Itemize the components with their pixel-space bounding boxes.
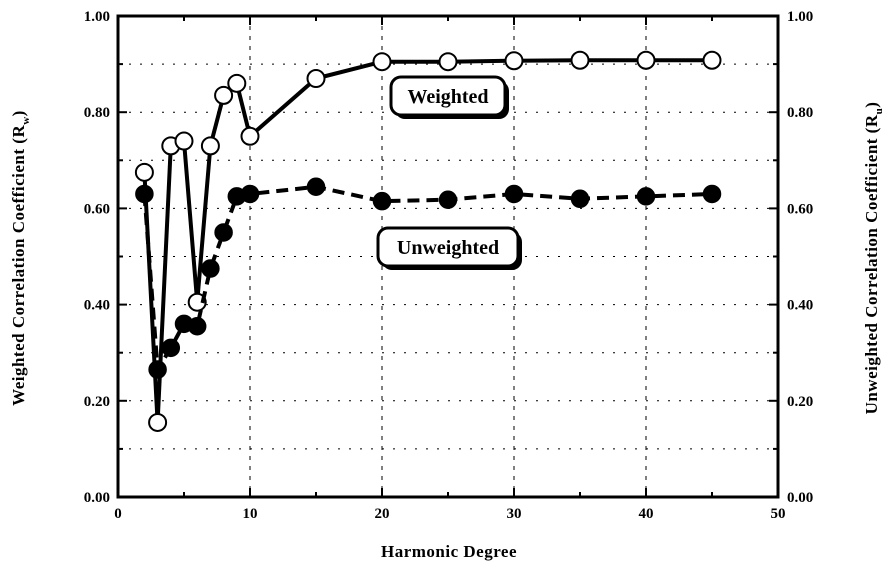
weighted-label: Weighted [407,86,488,108]
y-tick-label-left: 0.80 [84,105,110,121]
y-axis-right-title-main: Unweighted Correlation Coefficient (R [862,114,881,414]
weighted-point [214,85,234,105]
weighted-label-box [389,75,507,117]
y-tick-label-left: 0.20 [84,394,110,410]
y-tick-label-left: 0.60 [84,201,110,217]
y-axis-right-title: Unweighted Correlation Coefficient (Ru) [862,102,885,415]
y-tick-label-right: 0.80 [787,105,813,121]
weighted-point [240,126,260,146]
x-tick-label: 10 [243,506,258,522]
x-tick-label: 20 [375,506,390,522]
y-tick-label-right: 1.00 [787,9,813,25]
weighted-point [134,162,154,182]
weighted-point [200,136,220,156]
unweighted-point [148,360,167,379]
weighted-point [702,50,722,70]
y-tick-label-left: 0.40 [84,298,110,314]
y-tick-label-left: 1.00 [84,9,110,25]
weighted-point [148,412,168,432]
weighted-point [174,131,194,151]
y-tick-label-right: 0.20 [787,394,813,410]
series [134,50,722,432]
y-axis-left-title-main: Weighted Correlation Coefficient (R [9,125,28,406]
unweighted-point [570,189,590,209]
y-axis-left-title: Weighted Correlation Coefficient (Rw) [9,110,32,406]
unweighted-label-box [376,226,520,268]
unweighted-point [135,184,154,204]
unweighted-point [187,316,207,336]
unweighted-point [201,259,220,278]
unweighted-series-line [142,184,713,372]
unweighted-point [306,177,326,197]
weighted-point [306,69,326,89]
weighted-point [438,52,458,72]
y-tick-label-right: 0.60 [787,201,813,217]
weighted-point [504,51,524,71]
unweighted-point [504,184,524,204]
unweighted-point [161,338,181,358]
x-tick-label: 30 [507,506,522,522]
axis-ticks: 0 10 20 30 40 500.00 0.000.20 0.200.40 0.400.60 0… [84,9,814,522]
weighted-point [570,50,590,70]
weighted-point [227,73,247,93]
x-tick-label: 0 [114,506,122,522]
unweighted-point [372,191,392,211]
unweighted-label: Unweighted [397,237,499,259]
unweighted-point [438,190,458,209]
unweighted-point [702,184,722,204]
weighted-point [636,50,656,70]
unweighted-point [240,184,260,204]
x-axis-title: Harmonic Degree [381,542,517,561]
series-labels: Weighted Unweighted [376,75,522,270]
y-axis-left-title-sub: w [20,116,32,124]
y-tick-label-right: 0.40 [787,298,813,314]
unweighted-point [636,187,656,206]
unweighted-point [214,223,233,242]
y-tick-label-right: 0.00 [787,490,813,506]
weighted-point [187,292,207,312]
x-tick-label: 40 [639,506,654,522]
x-tick-label: 50 [771,506,786,522]
y-axis-right-title-sub: u [873,108,885,115]
y-tick-label-left: 0.00 [84,490,110,506]
weighted-point [372,52,392,72]
